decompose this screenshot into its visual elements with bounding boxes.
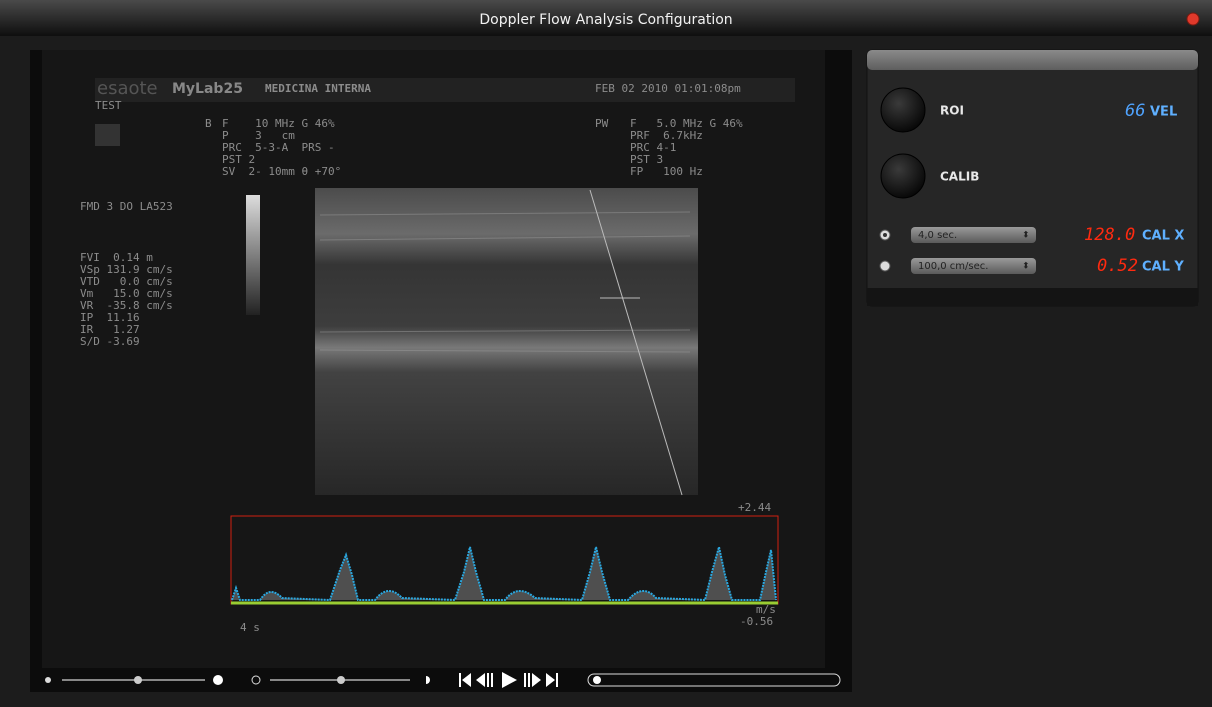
dropdown-arrow: ⬍ bbox=[1022, 231, 1030, 241]
window-title: Doppler Flow Analysis Configuration bbox=[479, 12, 732, 28]
probe-icon bbox=[95, 124, 120, 146]
cal-x-radio-dot bbox=[883, 233, 887, 237]
model: MyLab25 bbox=[172, 81, 243, 97]
datetime: FEB 02 2010 01:01:08pm bbox=[595, 82, 741, 95]
probe: FMD 3 DO LA523 bbox=[80, 200, 173, 213]
calib-knob[interactable] bbox=[881, 154, 925, 198]
window: Doppler Flow Analysis Configuration esao… bbox=[0, 0, 1212, 707]
scale-top: +2.44 bbox=[738, 501, 771, 514]
brightness-low-icon bbox=[45, 677, 51, 683]
patient: TEST bbox=[95, 99, 122, 112]
cal-y-value: 0.52 bbox=[1097, 256, 1138, 276]
calib-label: CALIB bbox=[940, 170, 979, 184]
measurement: S/D -3.69 bbox=[80, 335, 140, 348]
panel-footer bbox=[867, 288, 1198, 306]
roi-value: 66 bbox=[1125, 101, 1145, 121]
time-scale: 4 s bbox=[240, 621, 260, 634]
roi-label: ROI bbox=[940, 104, 964, 118]
department: MEDICINA INTERNA bbox=[265, 82, 371, 95]
roi-knob[interactable] bbox=[881, 88, 925, 132]
b-mode-line: SV 2- 10mm θ +70° bbox=[222, 165, 341, 178]
cal-x-option: 4,0 sec. bbox=[918, 230, 957, 241]
bmode-image bbox=[315, 188, 698, 495]
contrast-thumb[interactable] bbox=[337, 676, 345, 684]
panel-header bbox=[867, 50, 1198, 70]
progress-thumb[interactable] bbox=[593, 676, 601, 684]
cal-x-value: 128.0 bbox=[1084, 225, 1135, 245]
dropdown-arrow: ⬍ bbox=[1022, 262, 1030, 272]
b-mode-label: B bbox=[205, 117, 212, 130]
roi-unit: VEL bbox=[1150, 105, 1177, 120]
cal-y-option: 100,0 cm/sec. bbox=[918, 261, 988, 272]
brightness-high-icon bbox=[213, 675, 223, 685]
gray-scale bbox=[246, 195, 260, 315]
page: Doppler Flow Analysis Configuration esao… bbox=[0, 0, 1212, 707]
scale-bottom: -0.56 bbox=[740, 615, 773, 628]
pw-mode-line: FP 100 Hz bbox=[630, 165, 703, 178]
close-button[interactable] bbox=[1187, 13, 1199, 25]
cal-y-label: CAL Y bbox=[1142, 260, 1184, 275]
cal-x-label: CAL X bbox=[1142, 229, 1184, 244]
brand: esaote bbox=[97, 78, 158, 99]
brightness-thumb[interactable] bbox=[134, 676, 142, 684]
cal-y-radio[interactable] bbox=[880, 261, 890, 271]
pw-mode-label: PW bbox=[595, 117, 609, 130]
